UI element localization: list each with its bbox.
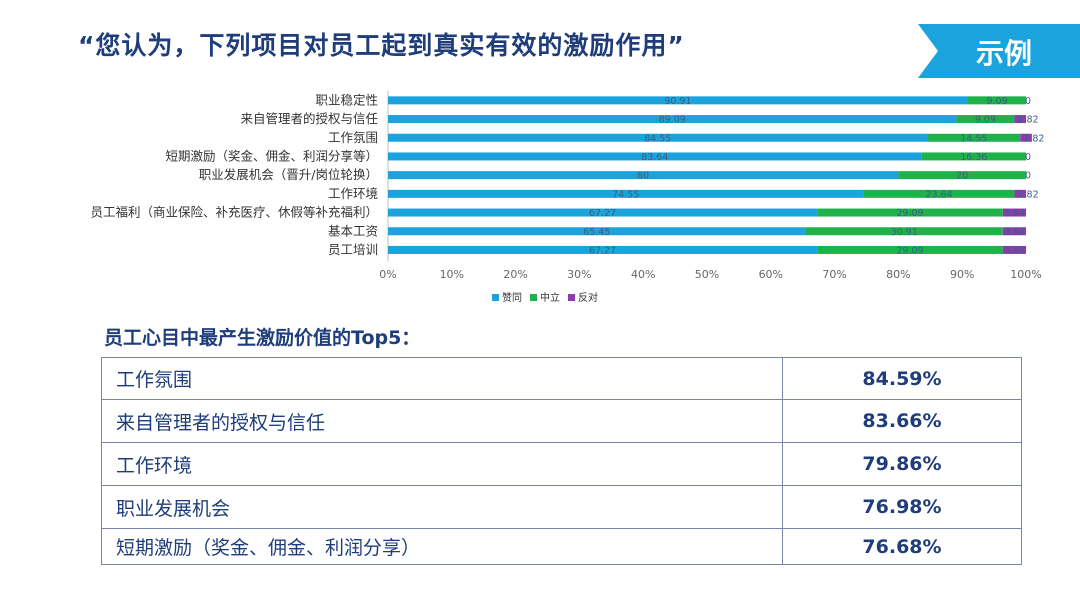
data-label: 3.64 — [1004, 227, 1025, 238]
data-label: 3.64 — [1004, 208, 1025, 219]
data-label: 0 — [1025, 171, 1031, 182]
bar-赞同 — [388, 171, 899, 180]
category-label: 工作环境 — [328, 186, 378, 201]
top5-table: 工作氛围 84.59% 来自管理者的授权与信任 83.66% 工作环境 79.8… — [101, 357, 1022, 565]
table-row: 工作环境 79.86% — [102, 443, 1021, 486]
category-label: 工作氛围 — [328, 130, 378, 145]
x-tick-label: 90% — [950, 268, 974, 281]
bar-赞同 — [388, 133, 928, 142]
data-label: 67.27 — [589, 245, 616, 256]
legend-label: 中立 — [540, 291, 560, 304]
bar-反对 — [1014, 189, 1027, 198]
data-label: 67.27 — [589, 208, 616, 219]
data-label: 20 — [956, 171, 968, 182]
data-label: 1.82 — [1017, 115, 1038, 126]
top5-item-name: 短期激励（奖金、佣金、利润分享） — [116, 537, 421, 559]
bar-中立 — [927, 133, 1021, 142]
data-label: 1.82 — [1023, 133, 1044, 144]
legend-swatch — [530, 294, 537, 301]
data-label: 0 — [1025, 152, 1031, 163]
bar-中立 — [817, 208, 1003, 217]
bar-中立 — [956, 115, 1015, 124]
x-tick-label: 80% — [886, 268, 910, 281]
example-tag-label: 示例 — [976, 37, 1033, 70]
data-label: 80 — [637, 171, 649, 182]
bar-反对 — [1002, 208, 1026, 217]
category-label: 职业稳定性 — [315, 92, 378, 107]
bar-赞同 — [388, 245, 818, 254]
stacked-bar-chart: 职业稳定性 90.91 9.09 0 来自管理者的授权与信任 89.09 9.09 1.82 工… — [90, 91, 1044, 304]
table-row: 职业发展机会 76.98% — [102, 486, 1021, 529]
x-tick-label: 40% — [631, 268, 655, 281]
data-label: 30.91 — [891, 227, 918, 238]
bar-赞同 — [388, 96, 969, 105]
bar-中立 — [968, 96, 1026, 105]
bar-中立 — [863, 189, 1015, 198]
category-label: 员工培训 — [328, 242, 378, 257]
example-tag: 示例 — [918, 24, 1080, 78]
legend-label: 反对 — [578, 291, 598, 304]
x-tick-label: 60% — [759, 268, 783, 281]
top5-item-value: 79.86% — [782, 443, 1021, 485]
legend-swatch — [492, 294, 499, 301]
top5-item-name: 工作环境 — [116, 454, 193, 477]
top5-item-value: 76.68% — [782, 529, 1021, 564]
legend-label: 赞同 — [502, 291, 522, 304]
data-label: 14.55 — [960, 133, 987, 144]
table-row: 短期激励（奖金、佣金、利润分享） 76.68% — [102, 529, 1021, 564]
data-label: 9.09 — [986, 96, 1007, 107]
bar-赞同 — [388, 208, 818, 217]
data-label: 84.55 — [644, 133, 671, 144]
top5-title: 员工心目中最产生激励价值的Top5： — [104, 327, 421, 349]
bar-中立 — [817, 245, 1003, 254]
x-tick-label: 20% — [503, 268, 527, 281]
bar-赞同 — [388, 115, 957, 124]
bar-反对 — [1014, 115, 1026, 124]
category-label: 职业发展机会（晋升/岗位轮换） — [199, 167, 378, 182]
top5-item-value: 76.98% — [782, 486, 1021, 528]
bar-赞同 — [388, 227, 806, 236]
top5-item-value: 84.59% — [782, 358, 1021, 399]
data-label: 3.64 — [1004, 245, 1025, 256]
data-label: 1.82 — [1017, 189, 1038, 200]
table-row: 工作氛围 84.59% — [102, 358, 1021, 400]
data-label: 9.09 — [975, 115, 996, 126]
data-label: 65.45 — [583, 227, 610, 238]
x-tick-label: 0% — [379, 268, 396, 281]
bar-赞同 — [388, 152, 922, 161]
top5-item-name: 工作氛围 — [116, 369, 193, 391]
bar-反对 — [1002, 245, 1026, 254]
category-label: 来自管理者的授权与信任 — [240, 111, 378, 126]
x-tick-label: 100% — [1010, 268, 1041, 281]
page-title: “您认为，下列项目对员工起到真实有效的激励作用” — [78, 31, 685, 60]
data-label: 23.64 — [925, 189, 952, 200]
category-label: 短期激励（奖金、佣金、利润分享等） — [165, 148, 378, 163]
bar-中立 — [921, 152, 1026, 161]
tag-shape — [918, 24, 1080, 78]
table-row: 来自管理者的授权与信任 83.66% — [102, 400, 1021, 443]
category-label: 基本工资 — [328, 223, 378, 238]
data-label: 89.09 — [659, 115, 686, 126]
x-tick-label: 10% — [440, 268, 464, 281]
data-label: 29.09 — [896, 245, 923, 256]
bar-中立 — [805, 227, 1003, 236]
x-tick-label: 70% — [822, 268, 846, 281]
bar-反对 — [1002, 227, 1026, 236]
data-label: 29.09 — [896, 208, 923, 219]
x-tick-label: 30% — [567, 268, 591, 281]
top5-item-name: 来自管理者的授权与信任 — [116, 411, 326, 434]
bar-赞同 — [388, 189, 864, 198]
data-label: 83.64 — [641, 152, 668, 163]
x-tick-label: 50% — [695, 268, 719, 281]
data-label: 0 — [1025, 96, 1031, 107]
legend-swatch — [568, 294, 575, 301]
top5-item-name: 职业发展机会 — [116, 497, 231, 520]
data-label: 74.55 — [612, 189, 639, 200]
data-label: 16.36 — [960, 152, 987, 163]
category-label: 员工福利（商业保险、补充医疗、休假等补充福利） — [90, 205, 378, 220]
bar-中立 — [898, 171, 1026, 180]
bar-反对 — [1020, 133, 1032, 142]
data-label: 90.91 — [664, 96, 691, 107]
top5-item-value: 83.66% — [782, 400, 1021, 442]
